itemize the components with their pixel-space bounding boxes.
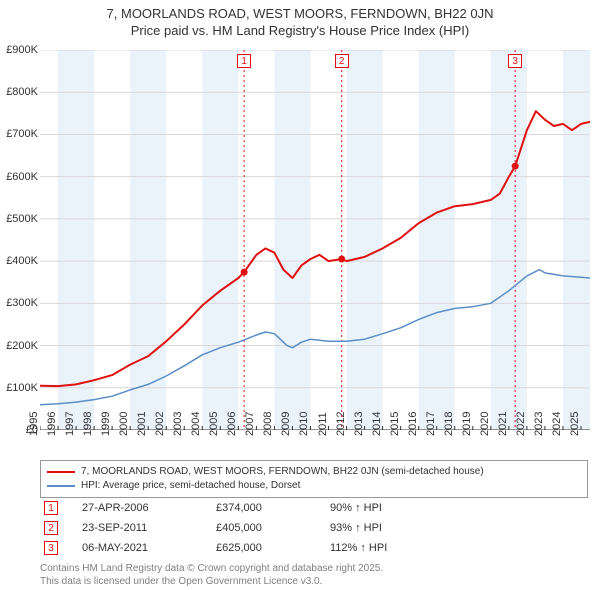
y-tick-label: £800K [6, 86, 38, 98]
x-tick-label: 2025 [569, 412, 581, 436]
y-tick-label: £100K [6, 382, 38, 394]
title-line-2: Price paid vs. HM Land Registry's House … [0, 23, 600, 40]
legend-label: HPI: Average price, semi-detached house,… [81, 479, 300, 493]
legend-swatch [47, 485, 75, 487]
x-tick-label: 2017 [424, 412, 436, 436]
x-tick-label: 2007 [244, 412, 256, 436]
x-tick-label: 2002 [154, 412, 166, 436]
sale-marker-3: 3 [508, 54, 522, 68]
transaction-date: 23-SEP-2011 [82, 522, 192, 534]
transaction-price: £374,000 [216, 502, 306, 514]
transaction-pct: 112% ↑ HPI [330, 542, 584, 554]
y-tick-label: £700K [6, 128, 38, 140]
x-tick-label: 2016 [406, 412, 418, 436]
sale-marker-1: 1 [237, 54, 251, 68]
transaction-row: 3 06-MAY-2021 £625,000 112% ↑ HPI [40, 538, 588, 558]
title-line-1: 7, MOORLANDS ROAD, WEST MOORS, FERNDOWN,… [0, 6, 600, 23]
y-tick-label: £600K [6, 171, 38, 183]
y-tick-label: £400K [6, 255, 38, 267]
x-tick-label: 2011 [317, 412, 329, 436]
x-tick-label: 2003 [172, 412, 184, 436]
x-tick-label: 2001 [136, 412, 148, 436]
transaction-row: 1 27-APR-2006 £374,000 90% ↑ HPI [40, 498, 588, 518]
transaction-date: 06-MAY-2021 [82, 542, 192, 554]
transaction-date: 27-APR-2006 [82, 502, 192, 514]
price-chart: £0£100K£200K£300K£400K£500K£600K£700K£80… [40, 50, 590, 430]
footer-attribution: Contains HM Land Registry data © Crown c… [40, 562, 588, 588]
footer-line-1: Contains HM Land Registry data © Crown c… [40, 562, 588, 575]
transaction-num: 3 [44, 541, 58, 555]
y-tick-label: £900K [6, 44, 38, 56]
footer-line-2: This data is licensed under the Open Gov… [40, 575, 588, 588]
x-tick-label: 2008 [262, 412, 274, 436]
x-tick-label: 2012 [334, 412, 346, 436]
x-tick-label: 2020 [479, 412, 491, 436]
x-tick-label: 2014 [370, 412, 382, 436]
x-tick-label: 2005 [208, 412, 220, 436]
transaction-num: 2 [44, 521, 58, 535]
x-tick-label: 2004 [190, 412, 202, 436]
transaction-price: £625,000 [216, 542, 306, 554]
x-tick-label: 2015 [388, 412, 400, 436]
x-tick-label: 1996 [46, 412, 58, 436]
x-tick-label: 2013 [352, 412, 364, 436]
y-tick-label: £300K [6, 297, 38, 309]
transaction-pct: 90% ↑ HPI [330, 502, 584, 514]
transactions-table: 1 27-APR-2006 £374,000 90% ↑ HPI 2 23-SEP-201… [40, 498, 588, 558]
x-tick-label: 1995 [28, 412, 40, 436]
legend-item: HPI: Average price, semi-detached house,… [47, 479, 581, 493]
x-tick-label: 2023 [533, 412, 545, 436]
x-tick-label: 2021 [497, 412, 509, 436]
transaction-price: £405,000 [216, 522, 306, 534]
x-tick-label: 2024 [551, 412, 563, 436]
transaction-row: 2 23-SEP-2011 £405,000 93% ↑ HPI [40, 518, 588, 538]
x-tick-label: 2000 [118, 412, 130, 436]
x-tick-label: 1999 [100, 412, 112, 436]
legend-swatch [47, 471, 75, 473]
transaction-num: 1 [44, 501, 58, 515]
x-tick-label: 1997 [64, 412, 76, 436]
legend: 7, MOORLANDS ROAD, WEST MOORS, FERNDOWN,… [40, 460, 588, 498]
x-tick-label: 2019 [461, 412, 473, 436]
sale-marker-2: 2 [335, 54, 349, 68]
x-tick-label: 2010 [298, 412, 310, 436]
x-tick-label: 2022 [515, 412, 527, 436]
legend-label: 7, MOORLANDS ROAD, WEST MOORS, FERNDOWN,… [81, 465, 484, 479]
x-tick-label: 2006 [226, 412, 238, 436]
x-tick-label: 1998 [82, 412, 94, 436]
x-tick-label: 2018 [443, 412, 455, 436]
y-tick-label: £200K [6, 340, 38, 352]
x-tick-label: 2009 [280, 412, 292, 436]
legend-item: 7, MOORLANDS ROAD, WEST MOORS, FERNDOWN,… [47, 465, 581, 479]
y-tick-label: £500K [6, 213, 38, 225]
transaction-pct: 93% ↑ HPI [330, 522, 584, 534]
